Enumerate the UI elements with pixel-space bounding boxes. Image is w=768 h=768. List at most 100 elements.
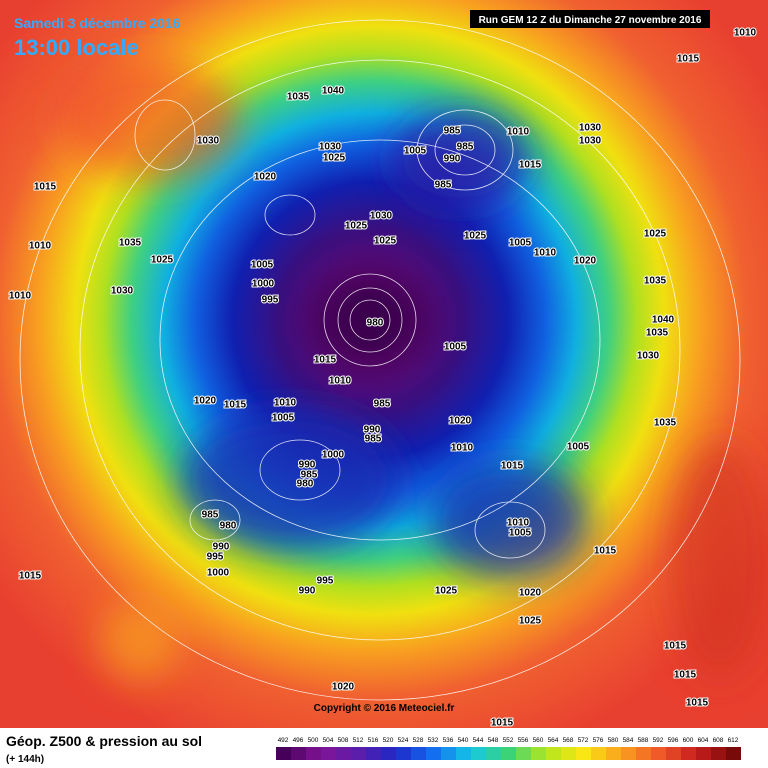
scale-swatch (411, 747, 426, 760)
scale-label: 564 (548, 737, 559, 744)
scale-swatch (666, 747, 681, 760)
scale-label: 576 (593, 737, 604, 744)
pressure-label: 1030 (197, 136, 220, 147)
forecast-time: 13:00 locale (14, 35, 139, 60)
pressure-label: 1025 (345, 221, 368, 232)
scale-label: 532 (428, 737, 439, 744)
footer-subtitle: (+ 144h) (6, 754, 44, 765)
pressure-label: 1030 (370, 211, 393, 222)
scale-label: 560 (533, 737, 544, 744)
scale-label: 548 (488, 737, 499, 744)
scale-label: 516 (368, 737, 379, 744)
pressure-label: 985 (435, 180, 452, 191)
pressure-label: 1020 (449, 416, 472, 427)
pressure-label: 1035 (287, 92, 310, 103)
pressure-label: 1010 (329, 376, 352, 387)
pressure-label: 995 (207, 552, 224, 563)
pressure-label: 990 (299, 460, 316, 471)
pressure-label: 1035 (119, 238, 142, 249)
pressure-label: 1015 (677, 54, 700, 65)
scale-label: 520 (383, 737, 394, 744)
pressure-label: 995 (317, 576, 334, 587)
scale-label: 500 (308, 737, 319, 744)
pressure-label: 1025 (374, 236, 397, 247)
scale-label: 508 (338, 737, 349, 744)
footer-title: Géop. Z500 & pression au sol (6, 733, 202, 749)
scale-label: 592 (653, 737, 664, 744)
pressure-label: 1030 (579, 123, 602, 134)
forecast-date: Samedi 3 décembre 2016 (14, 15, 181, 31)
field-detail (60, 60, 768, 680)
scale-label: 596 (668, 737, 679, 744)
pressure-label: 1035 (646, 328, 669, 339)
scale-label: 588 (638, 737, 649, 744)
pressure-label: 1005 (272, 413, 295, 424)
pressure-label: 1025 (323, 153, 346, 164)
pressure-label: 1035 (644, 276, 667, 287)
scale-swatch (336, 747, 351, 760)
pressure-label: 1010 (734, 28, 757, 39)
scale-label: 496 (293, 737, 304, 744)
pressure-label: 1000 (207, 568, 230, 579)
pressure-label: 1000 (252, 279, 275, 290)
pressure-label: 1030 (579, 136, 602, 147)
pressure-label: 1020 (574, 256, 597, 267)
scale-swatch (726, 747, 741, 760)
scale-label: 600 (683, 737, 694, 744)
scale-swatch (591, 747, 606, 760)
pressure-label: 1025 (519, 616, 542, 627)
pressure-label: 990 (213, 542, 230, 553)
scale-swatch (681, 747, 696, 760)
scale-swatch (531, 747, 546, 760)
pressure-label: 1005 (509, 238, 532, 249)
pressure-label: 1010 (29, 241, 52, 252)
scale-label: 544 (473, 737, 484, 744)
pressure-label: 1015 (314, 355, 337, 366)
pressure-label: 1005 (509, 528, 532, 539)
scale-swatch (546, 747, 561, 760)
pressure-label: 1015 (674, 670, 697, 681)
pressure-label: 1015 (224, 400, 247, 411)
pressure-label: 1000 (322, 450, 345, 461)
scale-swatch (486, 747, 501, 760)
pressure-label: 985 (457, 142, 474, 153)
pressure-label: 990 (299, 586, 316, 597)
scale-swatch (456, 747, 471, 760)
pressure-label: 1010 (507, 518, 530, 529)
pressure-label: 1015 (34, 182, 57, 193)
pressure-label: 980 (220, 521, 237, 532)
pressure-label: 980 (297, 479, 314, 490)
pressure-label: 1025 (151, 255, 174, 266)
scale-label: 572 (578, 737, 589, 744)
scale-label: 524 (398, 737, 409, 744)
scale-swatch (381, 747, 396, 760)
pressure-label: 1005 (404, 146, 427, 157)
run-box (470, 10, 710, 28)
pressure-label: 1015 (594, 546, 617, 557)
scale-swatch (351, 747, 366, 760)
pressure-label: 995 (262, 295, 279, 306)
pressure-label: 1030 (319, 142, 342, 153)
copyright: Copyright © 2016 Meteociel.fr (314, 703, 455, 714)
pressure-label: 1015 (686, 698, 709, 709)
pressure-label: 1005 (251, 260, 274, 271)
pressure-label: 1025 (435, 586, 458, 597)
pressure-label: 1020 (519, 588, 542, 599)
scale-label: 612 (728, 737, 739, 744)
scale-swatch (651, 747, 666, 760)
pressure-label: 1010 (451, 443, 474, 454)
scale-swatch (441, 747, 456, 760)
pressure-label: 1015 (664, 641, 687, 652)
pressure-label: 985 (202, 510, 219, 521)
scale-swatch (561, 747, 576, 760)
scale-swatch (696, 747, 711, 760)
scale-label: 584 (623, 737, 634, 744)
pressure-label: 1010 (274, 398, 297, 409)
scale-label: 528 (413, 737, 424, 744)
scale-swatch (621, 747, 636, 760)
pressure-label: 990 (444, 154, 461, 165)
scale-label: 556 (518, 737, 529, 744)
scale-swatch (321, 747, 336, 760)
pressure-label: 1015 (491, 718, 514, 729)
